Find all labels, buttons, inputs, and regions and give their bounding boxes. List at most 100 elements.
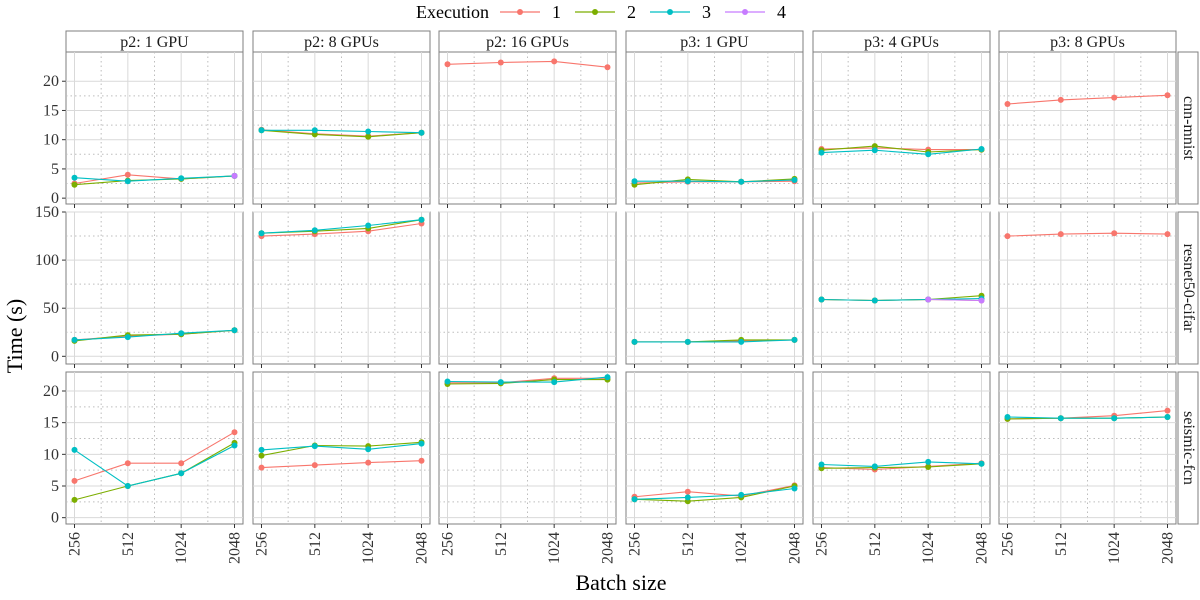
x-tick-label: 512 — [120, 532, 137, 556]
legend-item-2: 2 — [575, 2, 636, 22]
series-exec-3 — [258, 127, 425, 136]
legend-marker — [742, 9, 748, 15]
y-tick-label: 150 — [35, 204, 59, 221]
series-line — [74, 175, 235, 182]
series-exec-3 — [1004, 414, 1171, 422]
facet-panel — [252, 211, 431, 368]
x-tick-label: 512 — [307, 532, 324, 556]
x-tick-label: 2048 — [227, 532, 244, 564]
series-line — [821, 462, 982, 471]
series-line — [74, 329, 235, 341]
data-point — [791, 336, 798, 343]
data-point — [631, 496, 638, 503]
x-tick-label: 1024 — [360, 532, 377, 564]
data-point — [631, 178, 638, 185]
facet-panel: 256 512 1024 2048 — [625, 371, 804, 564]
data-point — [258, 452, 265, 459]
facet-panel — [998, 51, 1177, 208]
data-point — [231, 442, 238, 449]
data-point — [1057, 231, 1064, 238]
x-tick-label: 512 — [680, 532, 697, 556]
data-point — [311, 462, 318, 469]
y-tick-label: 15 — [43, 102, 59, 119]
series-line — [447, 60, 608, 68]
legend: Execution 1 2 3 4 — [416, 2, 786, 22]
series-line — [1007, 416, 1168, 419]
x-tick-label: 512 — [493, 532, 510, 556]
facet-panel: 256 512 1024 2048 — [65, 371, 244, 564]
data-point — [311, 443, 318, 450]
series-exec-3 — [258, 440, 425, 453]
y-tick-label: 20 — [43, 383, 59, 400]
data-point — [1164, 407, 1171, 414]
data-point — [818, 149, 825, 156]
column-strip: p3: 8 GPUs — [998, 30, 1177, 53]
column-strip-label: p3: 1 GPU — [680, 34, 749, 51]
legend-marker — [667, 9, 673, 15]
data-point — [71, 174, 78, 181]
data-point — [871, 463, 878, 470]
series-exec-3 — [71, 172, 238, 185]
data-point — [311, 127, 318, 134]
x-tick-label: 256 — [67, 532, 84, 556]
x-tick-label: 2048 — [600, 532, 617, 564]
row-strip: resnet50-cifar — [1177, 211, 1199, 365]
series-line — [821, 298, 982, 302]
data-point — [71, 496, 78, 503]
data-point — [818, 296, 825, 303]
column-strip: p2: 8 GPUs — [252, 30, 431, 53]
series-line — [261, 219, 422, 234]
facet-panel — [65, 51, 244, 208]
column-strip: p3: 1 GPU — [625, 30, 804, 53]
y-tick-label: 10 — [43, 446, 59, 463]
x-tick-label: 1024 — [733, 532, 750, 564]
data-point — [1004, 233, 1011, 240]
series-exec-1 — [1004, 230, 1171, 240]
data-point — [258, 127, 265, 134]
x-tick-label: 512 — [1053, 532, 1070, 556]
series-line — [821, 148, 982, 155]
column-strip-label: p2: 8 GPUs — [304, 34, 379, 51]
data-point — [1111, 415, 1118, 422]
row-strip: seismic-fcn — [1177, 371, 1199, 525]
data-point — [178, 175, 185, 182]
facet-panel — [998, 211, 1177, 368]
column-strip-label: p2: 16 GPUs — [486, 34, 569, 51]
legend-label: 2 — [627, 2, 636, 22]
column-strip-label: p3: 8 GPUs — [1050, 34, 1125, 51]
y-tick-label: 5 — [51, 478, 59, 495]
series-exec-4 — [231, 172, 238, 179]
series-exec-3 — [631, 485, 798, 503]
facet-panel — [438, 211, 617, 368]
series-line — [74, 431, 235, 482]
series-exec-3 — [818, 146, 985, 158]
series-line — [261, 129, 422, 134]
data-point — [818, 461, 825, 468]
series-line — [634, 179, 795, 183]
data-point — [365, 128, 372, 135]
series-exec-3 — [444, 374, 611, 386]
legend-label: 3 — [702, 2, 711, 22]
legend-title: Execution — [416, 2, 489, 22]
series-exec-1 — [444, 58, 611, 71]
legend-item-1: 1 — [500, 2, 561, 22]
series-line — [634, 487, 795, 500]
series-line — [821, 461, 982, 467]
series-exec-3 — [631, 177, 798, 185]
data-point — [978, 297, 985, 304]
x-tick-label: 256 — [814, 532, 831, 556]
data-point — [791, 485, 798, 492]
series-exec-3 — [818, 458, 985, 470]
data-point — [444, 378, 451, 385]
x-tick-label: 1024 — [920, 532, 937, 564]
series-line — [261, 129, 422, 138]
series-line — [261, 222, 422, 237]
y-tick-label: 50 — [43, 300, 59, 317]
data-point — [178, 330, 185, 337]
legend-marker — [517, 9, 523, 15]
y-tick-label: 0 — [51, 510, 59, 527]
data-point — [418, 216, 425, 223]
y-tick-label: 100 — [35, 252, 59, 269]
row-strip-label: seismic-fcn — [1180, 411, 1197, 485]
